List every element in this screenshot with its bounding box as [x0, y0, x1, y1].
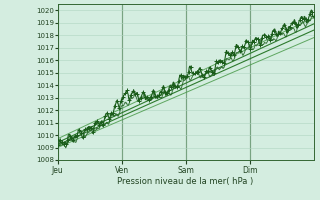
X-axis label: Pression niveau de la mer( hPa ): Pression niveau de la mer( hPa ): [117, 177, 254, 186]
